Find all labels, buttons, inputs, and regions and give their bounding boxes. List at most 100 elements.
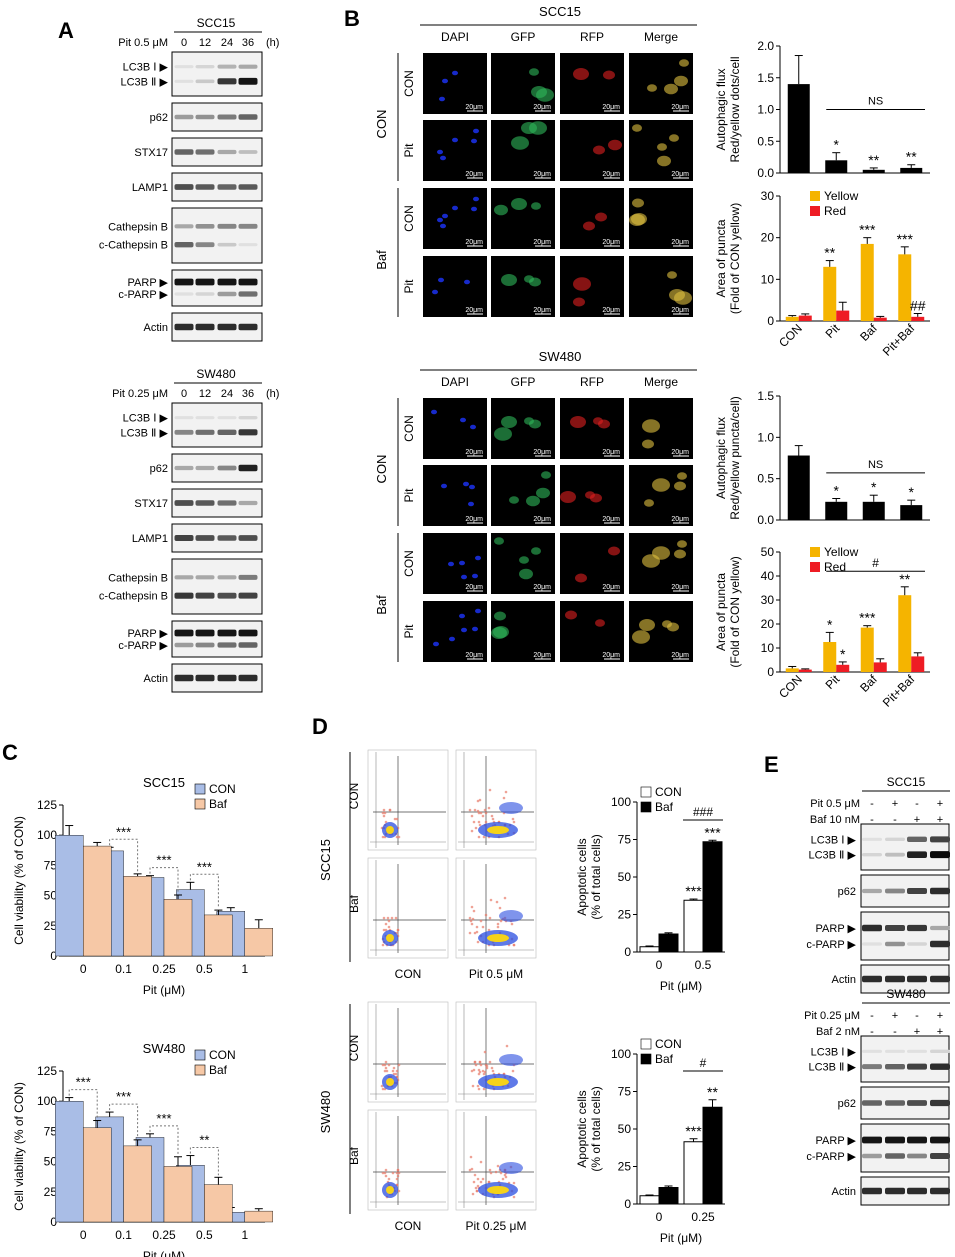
legend-swatch <box>810 191 820 201</box>
cell-signal <box>432 289 438 295</box>
blot-label: PARP ▶ <box>816 923 857 935</box>
x-tick-label: 0 <box>656 1210 663 1224</box>
blot-band <box>195 242 215 248</box>
flow-density-core <box>386 1186 394 1194</box>
time-label: 36 <box>242 388 254 400</box>
cell-signal <box>494 427 512 441</box>
scale-bar-label: 20μm <box>533 516 551 523</box>
flow-dot <box>477 1068 481 1072</box>
panel-letter-a: A <box>58 18 74 43</box>
significance-bracket <box>109 838 139 872</box>
significance-mark: *** <box>685 1123 702 1139</box>
cell-signal <box>440 223 446 229</box>
cell-signal <box>595 212 607 222</box>
blot-label: STX17 <box>134 147 168 159</box>
bar-Baf <box>873 662 887 672</box>
legend-swatch <box>194 1049 206 1061</box>
bar-CON <box>798 315 812 321</box>
blot-band <box>217 223 237 229</box>
blot-band <box>907 1049 927 1053</box>
flow-plot <box>367 1001 449 1103</box>
blot-band <box>217 535 237 541</box>
blot-band <box>238 243 258 247</box>
blot-band <box>174 292 194 296</box>
x-tick-label: 0.25 <box>691 1210 715 1224</box>
scale-bar-label: 20μm <box>671 584 689 591</box>
blot-box <box>860 911 950 961</box>
cell-signal <box>459 613 465 619</box>
x-tick-label: Pit <box>823 321 843 341</box>
blot-band <box>907 1136 927 1144</box>
blot-band <box>195 224 215 229</box>
bar-0 <box>658 1187 679 1205</box>
x-tick-label: 1 <box>241 1228 248 1242</box>
cell-signal <box>632 630 650 644</box>
flow-dot <box>481 925 485 929</box>
flow-dot <box>503 1173 507 1177</box>
blot-band <box>217 242 237 247</box>
blot-band <box>174 465 194 471</box>
blot-band <box>195 292 215 296</box>
flow-dot <box>383 811 387 815</box>
row-label: Baf <box>347 1146 361 1165</box>
cell-signal <box>475 555 481 561</box>
significance-bracket <box>189 1147 219 1176</box>
flow-dot <box>384 1066 388 1070</box>
cell-signal <box>494 204 508 216</box>
legend-label: Yellow <box>824 189 859 203</box>
y-axis-label: (Fold of CON yellow) <box>728 203 742 314</box>
cell-signal <box>459 560 465 566</box>
cell-signal <box>662 620 672 628</box>
cell-signal <box>590 493 602 503</box>
significance-bracket <box>68 1089 98 1119</box>
chart-title: SCC15 <box>143 775 185 790</box>
micro-image <box>560 533 624 594</box>
scale-bar-label: 20μm <box>602 104 620 111</box>
blot-band <box>195 64 215 69</box>
cell-signal <box>473 128 479 134</box>
scale-bar-label: 20μm <box>533 307 551 314</box>
blot-band <box>217 78 237 85</box>
y-tick-label: 75 <box>618 1085 632 1099</box>
y-tick-label: 100 <box>611 1047 631 1061</box>
cell-signal <box>471 138 477 144</box>
cell-signal <box>677 472 687 480</box>
x-tick-label: CON <box>776 321 805 350</box>
flow-dot <box>484 1063 488 1067</box>
significance-mark: ** <box>899 571 910 587</box>
flow-dot <box>381 1171 385 1175</box>
blot-band <box>238 64 258 69</box>
flow-dot <box>512 820 516 824</box>
cell-signal <box>565 610 577 620</box>
cell-signal <box>667 271 677 279</box>
flow-dot <box>512 1181 516 1185</box>
x-tick-label: CON <box>776 672 805 701</box>
flow-dot <box>474 1186 478 1190</box>
flow-dot <box>469 919 473 923</box>
flow-dot <box>384 820 388 824</box>
y-tick-label: 125 <box>37 798 57 812</box>
blot-band <box>238 223 258 229</box>
condition-label: Pit 0.25 μM <box>804 1010 860 1022</box>
flow-dot <box>392 1066 396 1070</box>
row-label: Pit <box>402 624 416 639</box>
y-axis-label: Area of puncta <box>714 573 728 651</box>
significance-mark: * <box>840 646 846 662</box>
blot-band <box>195 535 215 541</box>
panel-letter-c: C <box>2 740 18 765</box>
x-axis-label: Pit (μM) <box>143 1249 185 1257</box>
significance-mark: ** <box>824 245 835 261</box>
flow-dot <box>470 1167 474 1171</box>
flow-dot <box>475 930 479 934</box>
micro-image <box>560 120 624 181</box>
flow-dot <box>488 788 492 792</box>
y-tick-label: 50 <box>761 545 775 559</box>
bar-0 <box>55 1100 84 1223</box>
cell-signal <box>674 75 688 87</box>
scale-bar-label: 20μm <box>671 171 689 178</box>
y-tick-label: 1.0 <box>757 103 774 117</box>
flow-dot <box>478 1070 482 1074</box>
flow-dot <box>396 1168 400 1172</box>
flow-dot <box>397 1063 401 1067</box>
x-axis-label: Pit (μM) <box>660 1231 702 1245</box>
